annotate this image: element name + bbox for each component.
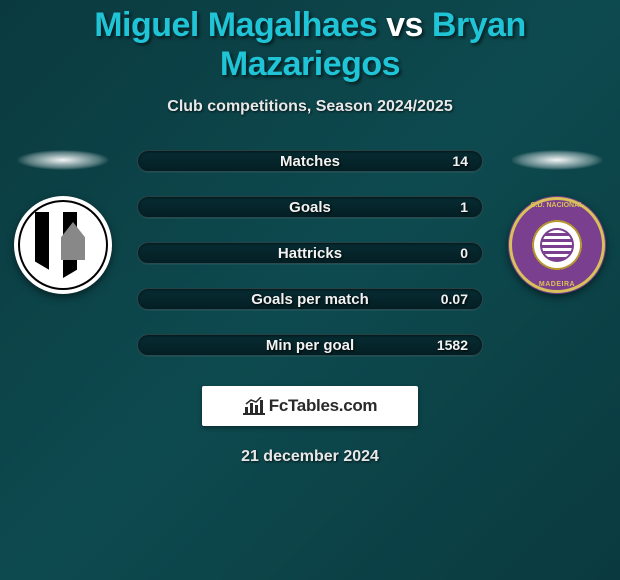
stat-value: 0 (460, 245, 468, 261)
season-subtitle: Club competitions, Season 2024/2025 (0, 98, 620, 116)
stat-row-goals: Goals 1 (137, 196, 483, 218)
player1-side (14, 150, 112, 294)
club-badge-left (14, 196, 112, 294)
stat-value: 14 (452, 153, 468, 169)
badge-right-top-text: C.D. NACIONAL (531, 202, 584, 209)
attribution-badge: FcTables.com (202, 386, 418, 426)
stats-bars: Matches 14 Goals 1 Hattricks 0 Goals per… (137, 150, 483, 356)
stat-value: 1582 (437, 337, 468, 353)
club-badge-right-inner (534, 222, 580, 268)
stat-row-goals-per-match: Goals per match 0.07 (137, 288, 483, 310)
stat-label: Min per goal (266, 337, 354, 354)
date-text: 21 december 2024 (0, 448, 620, 466)
club-badge-right: C.D. NACIONAL MADEIRA (508, 196, 606, 294)
stat-label: Goals per match (251, 291, 369, 308)
chart-icon (243, 397, 265, 415)
badge-right-bottom-text: MADEIRA (539, 281, 575, 288)
stat-label: Goals (289, 199, 331, 216)
stat-row-matches: Matches 14 (137, 150, 483, 172)
stat-row-hattricks: Hattricks 0 (137, 242, 483, 264)
player2-halo (511, 150, 603, 170)
club-badge-left-shield (35, 212, 91, 278)
stat-row-min-per-goal: Min per goal 1582 (137, 334, 483, 356)
vs-separator: vs (386, 6, 423, 44)
comparison-title: Miguel Magalhaes vs Bryan Mazariegos (0, 0, 620, 84)
player2-side: C.D. NACIONAL MADEIRA (508, 150, 606, 294)
player1-halo (17, 150, 109, 170)
stat-value: 0.07 (441, 291, 468, 307)
attribution-text: FcTables.com (269, 396, 378, 416)
comparison-area: C.D. NACIONAL MADEIRA Matches 14 Goals 1… (0, 150, 620, 356)
stat-value: 1 (460, 199, 468, 215)
stat-label: Matches (280, 153, 340, 170)
player1-name: Miguel Magalhaes (94, 6, 377, 44)
stat-label: Hattricks (278, 245, 342, 262)
